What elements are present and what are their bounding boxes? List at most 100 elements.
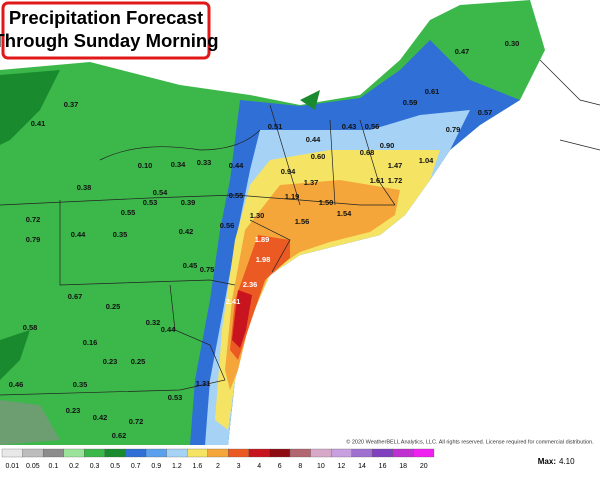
- precip-field: [0, 0, 545, 445]
- value-label: 0.41: [31, 119, 46, 128]
- value-label: 1.98: [256, 255, 271, 264]
- legend-swatch: [186, 448, 208, 458]
- legend-label: 0.01: [5, 463, 19, 470]
- value-label: 0.38: [77, 183, 92, 192]
- legend-label: 18: [399, 463, 407, 470]
- value-label: 0.43: [342, 122, 357, 131]
- value-label: 1.47: [388, 161, 403, 170]
- value-label: 2.41: [226, 297, 241, 306]
- value-label: 0.60: [311, 152, 326, 161]
- value-label: 0.37: [64, 100, 79, 109]
- legend-label: 0.5: [110, 463, 120, 470]
- value-label: 0.10: [138, 161, 153, 170]
- value-labels: 0.47 0.30 0.61 0.59 0.57 0.79 0.51 0.44 0.43 0.56…: [9, 39, 520, 440]
- value-label: 1.37: [304, 178, 319, 187]
- copyright: © 2020 WeatherBELL Analytics, LLC. All r…: [346, 438, 594, 445]
- value-label: 0.44: [161, 325, 176, 334]
- value-label: 1.72: [388, 176, 403, 185]
- value-label: 0.90: [380, 141, 395, 150]
- orange-band: [225, 180, 400, 390]
- value-label: 0.23: [66, 406, 81, 415]
- gray-patch: [0, 400, 60, 445]
- legend-swatch: [269, 448, 291, 458]
- value-label: 0.94: [281, 167, 296, 176]
- value-label: 0.59: [403, 98, 418, 107]
- legend-swatch: [84, 448, 106, 458]
- legend-swatch: [63, 448, 85, 458]
- legend-swatch: [1, 448, 23, 458]
- legend-label: 1.2: [172, 463, 182, 470]
- legend-swatch: [42, 448, 64, 458]
- title-line: Through Sunday Morning: [0, 30, 219, 51]
- legend-swatch: [104, 448, 126, 458]
- value-label: 0.47: [455, 47, 470, 56]
- legend-swatch: [330, 448, 352, 458]
- value-label: 0.55: [229, 191, 244, 200]
- value-label: 0.34: [171, 160, 186, 169]
- legend-label: 0.05: [26, 463, 40, 470]
- value-label: 1.50: [319, 198, 334, 207]
- value-label: 0.44: [229, 161, 244, 170]
- legend-swatch: [228, 448, 250, 458]
- value-label: 0.54: [153, 188, 168, 197]
- value-label: 0.72: [26, 215, 41, 224]
- value-label: 0.68: [360, 148, 375, 157]
- value-label: 1.56: [295, 217, 310, 226]
- legend-label: 20: [420, 463, 428, 470]
- title-line: Precipitation Forecast: [9, 7, 203, 28]
- legend-swatch: [372, 448, 394, 458]
- legend-swatch: [310, 448, 332, 458]
- value-label: 0.46: [9, 380, 24, 389]
- value-label: 0.44: [71, 230, 86, 239]
- value-label: 0.16: [83, 338, 98, 347]
- value-label: 0.25: [131, 357, 146, 366]
- value-label: 1.89: [255, 235, 270, 244]
- value-label: 0.30: [505, 39, 520, 48]
- legend-label: 0.3: [90, 463, 100, 470]
- value-label: 1.54: [337, 209, 352, 218]
- legend: 0.01 0.05 0.1 0.2 0.3 0.5 0.7 0.9 1.2 1.6 2 3 4 6 8 10 1…: [1, 448, 435, 470]
- legend-swatch: [145, 448, 167, 458]
- max-value: 4.10: [559, 457, 575, 466]
- value-label: 0.45: [183, 261, 198, 270]
- title-frame: [1, 1, 211, 60]
- legend-label: 8: [298, 463, 302, 470]
- legend-label: 6: [278, 463, 282, 470]
- legend-swatch: [413, 448, 435, 458]
- value-label: 0.39: [181, 198, 196, 207]
- value-label: 0.72: [129, 417, 144, 426]
- value-label: 0.32: [146, 318, 161, 327]
- value-label: 1.30: [250, 211, 265, 220]
- value-label: 0.25: [106, 302, 121, 311]
- legend-label: 10: [317, 463, 325, 470]
- value-label: 0.62: [112, 431, 127, 440]
- value-label: 0.55: [121, 208, 136, 217]
- legend-label: 0.1: [49, 463, 59, 470]
- legend-label: 2: [216, 463, 220, 470]
- legend-label: 12: [338, 463, 346, 470]
- value-label: 0.42: [93, 413, 108, 422]
- value-label: 0.67: [68, 292, 83, 301]
- title-box: Precipitation Forecast Through Sunday Mo…: [0, 1, 219, 60]
- legend-label: 0.7: [131, 463, 141, 470]
- legend-label: 0.9: [151, 463, 161, 470]
- value-label: 0.42: [179, 227, 194, 236]
- legend-swatch: [166, 448, 188, 458]
- legend-swatch: [207, 448, 229, 458]
- value-label: 0.35: [113, 230, 128, 239]
- legend-label: 1.6: [193, 463, 203, 470]
- legend-label: 3: [237, 463, 241, 470]
- value-label: 0.23: [103, 357, 118, 366]
- value-label: 0.75: [200, 265, 215, 274]
- legend-label: 0.2: [69, 463, 79, 470]
- legend-swatch: [289, 448, 311, 458]
- value-label: 2.04: [269, 288, 284, 297]
- dark-red-core: [232, 290, 252, 348]
- legend-swatch: [248, 448, 270, 458]
- value-label: 0.44: [306, 135, 321, 144]
- value-label: 2.36: [243, 280, 258, 289]
- max-label: Max:: [538, 457, 556, 466]
- value-label: 0.79: [26, 235, 41, 244]
- value-label: 1.19: [285, 192, 300, 201]
